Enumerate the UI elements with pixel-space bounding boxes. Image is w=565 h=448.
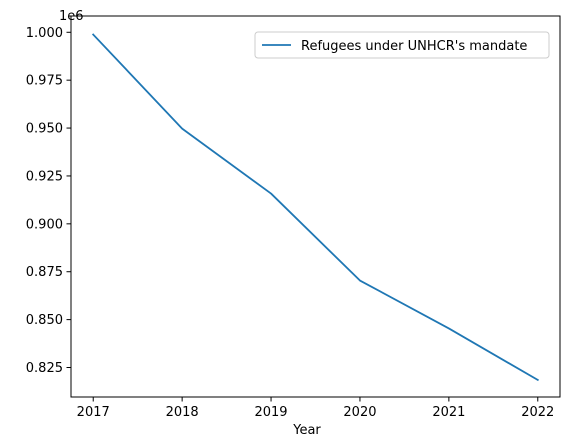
axes-frame bbox=[70, 15, 561, 398]
legend-box bbox=[254, 31, 550, 59]
plot-area bbox=[91, 33, 539, 382]
x-tick-label: 2020 bbox=[343, 405, 376, 420]
y-offset-text: 1e6 bbox=[59, 9, 84, 24]
x-tick-label: 2021 bbox=[432, 405, 465, 420]
y-tick-label: 0.875 bbox=[26, 265, 63, 280]
x-tick-label: 2017 bbox=[77, 405, 110, 420]
y-tick-label: 0.825 bbox=[26, 361, 63, 376]
y-tick-label: 0.925 bbox=[26, 169, 63, 184]
y-tick-label: 0.900 bbox=[26, 217, 63, 232]
series-line-0 bbox=[91, 33, 539, 382]
y-tick-label: 0.850 bbox=[26, 313, 63, 328]
x-tick-label: 2018 bbox=[166, 405, 199, 420]
y-tick-label: 0.975 bbox=[26, 74, 63, 89]
legend: Refugees under UNHCR's mandate bbox=[254, 31, 550, 59]
x-tick-label: 2019 bbox=[254, 405, 287, 420]
y-tick-label: 1.000 bbox=[26, 26, 63, 41]
y-tick-label: 0.950 bbox=[26, 122, 63, 137]
legend-entry-label: Refugees under UNHCR's mandate bbox=[301, 39, 527, 54]
axes: 2017 2018 2019 2020 2021 2022 0.825 0.850 0.875 0… bbox=[26, 15, 561, 420]
x-axis-label: Year bbox=[292, 423, 321, 438]
x-tick-label: 2022 bbox=[521, 405, 554, 420]
